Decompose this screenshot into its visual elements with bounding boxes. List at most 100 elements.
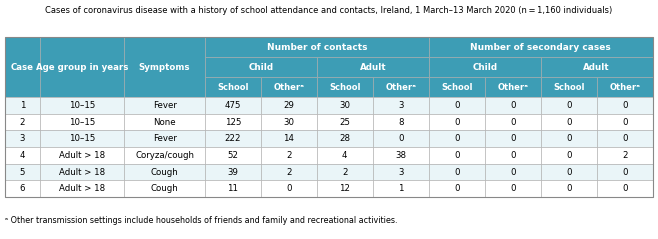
Bar: [5, 114, 39, 130]
Bar: [597, 147, 653, 164]
Bar: [429, 57, 541, 77]
Bar: [205, 37, 429, 57]
Text: ᵃ Other transmission settings include households of friends and family and recre: ᵃ Other transmission settings include ho…: [5, 216, 398, 225]
Text: 0: 0: [510, 134, 515, 143]
Bar: [485, 97, 541, 114]
Text: 0: 0: [622, 134, 628, 143]
Bar: [5, 37, 39, 97]
Bar: [373, 97, 429, 114]
Bar: [373, 130, 429, 147]
Text: 1: 1: [20, 101, 25, 110]
Bar: [541, 180, 597, 197]
Text: Coryza/cough: Coryza/cough: [135, 151, 194, 160]
Bar: [485, 114, 541, 130]
Bar: [316, 57, 429, 77]
Text: 0: 0: [398, 134, 403, 143]
Text: 2: 2: [20, 118, 25, 127]
Bar: [124, 37, 205, 97]
Bar: [124, 180, 205, 197]
Text: 14: 14: [284, 134, 294, 143]
Bar: [205, 164, 261, 180]
Text: 0: 0: [622, 184, 628, 193]
Text: 2: 2: [286, 151, 291, 160]
Bar: [373, 77, 429, 97]
Text: 12: 12: [340, 184, 350, 193]
Bar: [316, 77, 373, 97]
Text: Otherᵃ: Otherᵃ: [609, 83, 640, 92]
Bar: [205, 147, 261, 164]
Bar: [541, 114, 597, 130]
Bar: [205, 114, 261, 130]
Bar: [5, 147, 39, 164]
Text: 38: 38: [395, 151, 406, 160]
Text: Child: Child: [248, 63, 273, 71]
Bar: [39, 180, 124, 197]
Bar: [429, 97, 485, 114]
Text: 0: 0: [454, 101, 459, 110]
Bar: [429, 130, 485, 147]
Bar: [316, 164, 373, 180]
Bar: [205, 180, 261, 197]
Text: School: School: [329, 83, 361, 92]
Bar: [5, 180, 39, 197]
Text: Adult > 18: Adult > 18: [59, 151, 105, 160]
Bar: [5, 97, 39, 114]
Bar: [124, 164, 205, 180]
Bar: [429, 164, 485, 180]
Bar: [597, 130, 653, 147]
Text: Symptoms: Symptoms: [139, 63, 190, 71]
Bar: [597, 97, 653, 114]
Text: 3: 3: [20, 134, 25, 143]
Text: 0: 0: [454, 151, 459, 160]
Bar: [124, 130, 205, 147]
Text: 52: 52: [227, 151, 238, 160]
Text: 4: 4: [20, 151, 25, 160]
Text: Fever: Fever: [153, 101, 176, 110]
Bar: [39, 97, 124, 114]
Bar: [429, 147, 485, 164]
Text: 1: 1: [398, 184, 403, 193]
Bar: [205, 130, 261, 147]
Text: 3: 3: [398, 101, 403, 110]
Bar: [485, 180, 541, 197]
Text: 39: 39: [228, 168, 238, 177]
Text: 2: 2: [286, 168, 291, 177]
Text: School: School: [553, 83, 584, 92]
Bar: [316, 130, 373, 147]
Bar: [429, 77, 485, 97]
Text: 125: 125: [224, 118, 241, 127]
Bar: [39, 114, 124, 130]
Bar: [429, 114, 485, 130]
Bar: [261, 147, 316, 164]
Bar: [316, 147, 373, 164]
Text: Otherᵃ: Otherᵃ: [386, 83, 417, 92]
Text: 0: 0: [566, 151, 572, 160]
Text: Number of contacts: Number of contacts: [266, 43, 367, 52]
Text: 11: 11: [227, 184, 238, 193]
Bar: [124, 97, 205, 114]
Text: 0: 0: [510, 101, 515, 110]
Text: 0: 0: [454, 168, 459, 177]
Bar: [541, 97, 597, 114]
Text: 0: 0: [510, 151, 515, 160]
Bar: [597, 180, 653, 197]
Text: 0: 0: [286, 184, 291, 193]
Text: 8: 8: [398, 118, 403, 127]
Bar: [485, 130, 541, 147]
Text: 475: 475: [224, 101, 241, 110]
Text: 0: 0: [454, 118, 459, 127]
Bar: [429, 37, 653, 57]
Text: 29: 29: [284, 101, 294, 110]
Text: 0: 0: [622, 118, 628, 127]
Bar: [429, 180, 485, 197]
Bar: [597, 164, 653, 180]
Bar: [261, 164, 316, 180]
Bar: [541, 147, 597, 164]
Bar: [373, 180, 429, 197]
Text: Age group in years: Age group in years: [36, 63, 128, 71]
Bar: [39, 147, 124, 164]
Text: 0: 0: [510, 184, 515, 193]
Bar: [485, 147, 541, 164]
Bar: [124, 147, 205, 164]
Text: 28: 28: [340, 134, 350, 143]
